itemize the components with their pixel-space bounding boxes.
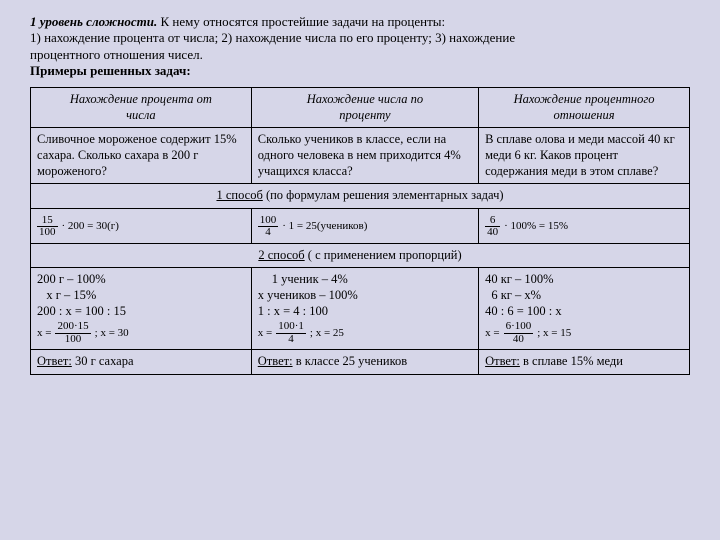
prop-3-l2: 6 кг – x%: [485, 288, 683, 304]
prop-3-xp: x =: [485, 327, 499, 341]
header-3-line2: отношения: [554, 108, 615, 122]
method2-label: 2 способ: [258, 248, 304, 262]
answer-3-text: в сплаве 15% меди: [520, 354, 623, 368]
main-table: Нахождение процента от числа Нахождение …: [30, 87, 690, 375]
intro-block: 1 уровень сложности. К нему относятся пр…: [30, 14, 690, 79]
page: 1 уровень сложности. К нему относятся пр…: [0, 0, 720, 389]
prop-2-frac: 100·1 4: [276, 321, 306, 345]
header-2-line1: Нахождение числа по: [307, 92, 423, 106]
answer-1-label: Ответ:: [37, 354, 72, 368]
prop-2-num: 100·1: [276, 321, 306, 334]
answer-1-text: 30 г сахара: [72, 354, 134, 368]
frac-3-tail: · 100% = 15%: [504, 220, 568, 234]
frac-1: 15 100: [37, 215, 58, 239]
table-row-method1-label: 1 способ (по формулам решения элементарн…: [31, 184, 690, 209]
method2-cell: 2 способ ( с применением пропорций): [31, 243, 690, 268]
prop-2-l3: 1 : x = 4 : 100: [258, 304, 472, 320]
prop-1-l1: 200 г – 100%: [37, 272, 245, 288]
header-1: Нахождение процента от числа: [31, 88, 252, 128]
prop-1-l3: 200 : x = 100 : 15: [37, 304, 245, 320]
frac-3-den: 40: [485, 227, 500, 239]
prop-3-frac: 6·100 40: [504, 321, 534, 345]
prop-1-frac: 200·15 100: [55, 321, 90, 345]
prop-1-r: ; x = 30: [95, 327, 129, 341]
intro-line2: процентного отношения чисел.: [30, 47, 203, 62]
formula-3: 6 40 · 100% = 15%: [479, 208, 690, 243]
header-1-line1: Нахождение процента от: [70, 92, 212, 106]
prop-2-l1: 1 ученик – 4%: [258, 272, 472, 288]
table-row-method1-formulas: 15 100 · 200 = 30(г) 100 4 · 1 = 25(учен…: [31, 208, 690, 243]
answer-2-text: в классе 25 учеников: [293, 354, 408, 368]
prop-3-l3: 40 : 6 = 100 : x: [485, 304, 683, 320]
prop-3-num: 6·100: [504, 321, 534, 334]
method1-cell: 1 способ (по формулам решения элементарн…: [31, 184, 690, 209]
prop-1-xp: x =: [37, 327, 51, 341]
prop-1: 200 г – 100% x г – 15% 200 : x = 100 : 1…: [31, 268, 252, 350]
task-1: Сливочное мороженое содержит 15% сахара.…: [31, 128, 252, 184]
task-2: Сколько учеников в классе, если на одног…: [251, 128, 478, 184]
table-row-headers: Нахождение процента от числа Нахождение …: [31, 88, 690, 128]
prop-2-l2: x учеников – 100%: [258, 288, 472, 304]
table-row-proportions: 200 г – 100% x г – 15% 200 : x = 100 : 1…: [31, 268, 690, 350]
header-3-line1: Нахождение процентного: [514, 92, 655, 106]
method1-label: 1 способ: [216, 188, 262, 202]
method1-rest: (по формулам решения элементарных задач): [263, 188, 504, 202]
method2-rest: ( с применением пропорций): [305, 248, 462, 262]
prop-1-num: 200·15: [55, 321, 90, 334]
formula-2: 100 4 · 1 = 25(учеников): [251, 208, 478, 243]
table-row-tasks: Сливочное мороженое содержит 15% сахара.…: [31, 128, 690, 184]
answer-3: Ответ: в сплаве 15% меди: [479, 350, 690, 375]
prop-3-den: 40: [504, 334, 534, 346]
header-2: Нахождение числа по проценту: [251, 88, 478, 128]
answer-3-label: Ответ:: [485, 354, 520, 368]
level-label: 1 уровень сложности.: [30, 14, 157, 29]
formula-1: 15 100 · 200 = 30(г): [31, 208, 252, 243]
level-text: К нему относятся простейшие задачи на пр…: [157, 14, 445, 29]
answer-1: Ответ: 30 г сахара: [31, 350, 252, 375]
frac-2-den: 4: [258, 227, 279, 239]
answer-2-label: Ответ:: [258, 354, 293, 368]
prop-1-den: 100: [55, 334, 90, 346]
frac-1-tail: · 200 = 30(г): [62, 220, 119, 234]
frac-1-den: 100: [37, 227, 58, 239]
frac-2: 100 4: [258, 215, 279, 239]
task-3: В сплаве олова и меди массой 40 кг меди …: [479, 128, 690, 184]
prop-2-den: 4: [276, 334, 306, 346]
header-3: Нахождение процентного отношения: [479, 88, 690, 128]
prop-3-l1: 40 кг – 100%: [485, 272, 683, 288]
header-2-line2: проценту: [339, 108, 390, 122]
header-1-line2: числа: [126, 108, 156, 122]
prop-3-r: ; x = 15: [537, 327, 571, 341]
table-row-answers: Ответ: 30 г сахара Ответ: в классе 25 уч…: [31, 350, 690, 375]
frac-2-tail: · 1 = 25(учеников): [282, 220, 367, 234]
prop-2-r: ; x = 25: [310, 327, 344, 341]
answer-2: Ответ: в классе 25 учеников: [251, 350, 478, 375]
examples-label: Примеры решенных задач:: [30, 63, 191, 78]
prop-1-l2: x г – 15%: [37, 288, 245, 304]
table-row-method2-label: 2 способ ( с применением пропорций): [31, 243, 690, 268]
prop-2-xp: x =: [258, 327, 272, 341]
frac-3: 6 40: [485, 215, 500, 239]
prop-3: 40 кг – 100% 6 кг – x% 40 : 6 = 100 : x …: [479, 268, 690, 350]
intro-line1: 1) нахождение процента от числа; 2) нахо…: [30, 30, 515, 45]
prop-2: 1 ученик – 4% x учеников – 100% 1 : x = …: [251, 268, 478, 350]
